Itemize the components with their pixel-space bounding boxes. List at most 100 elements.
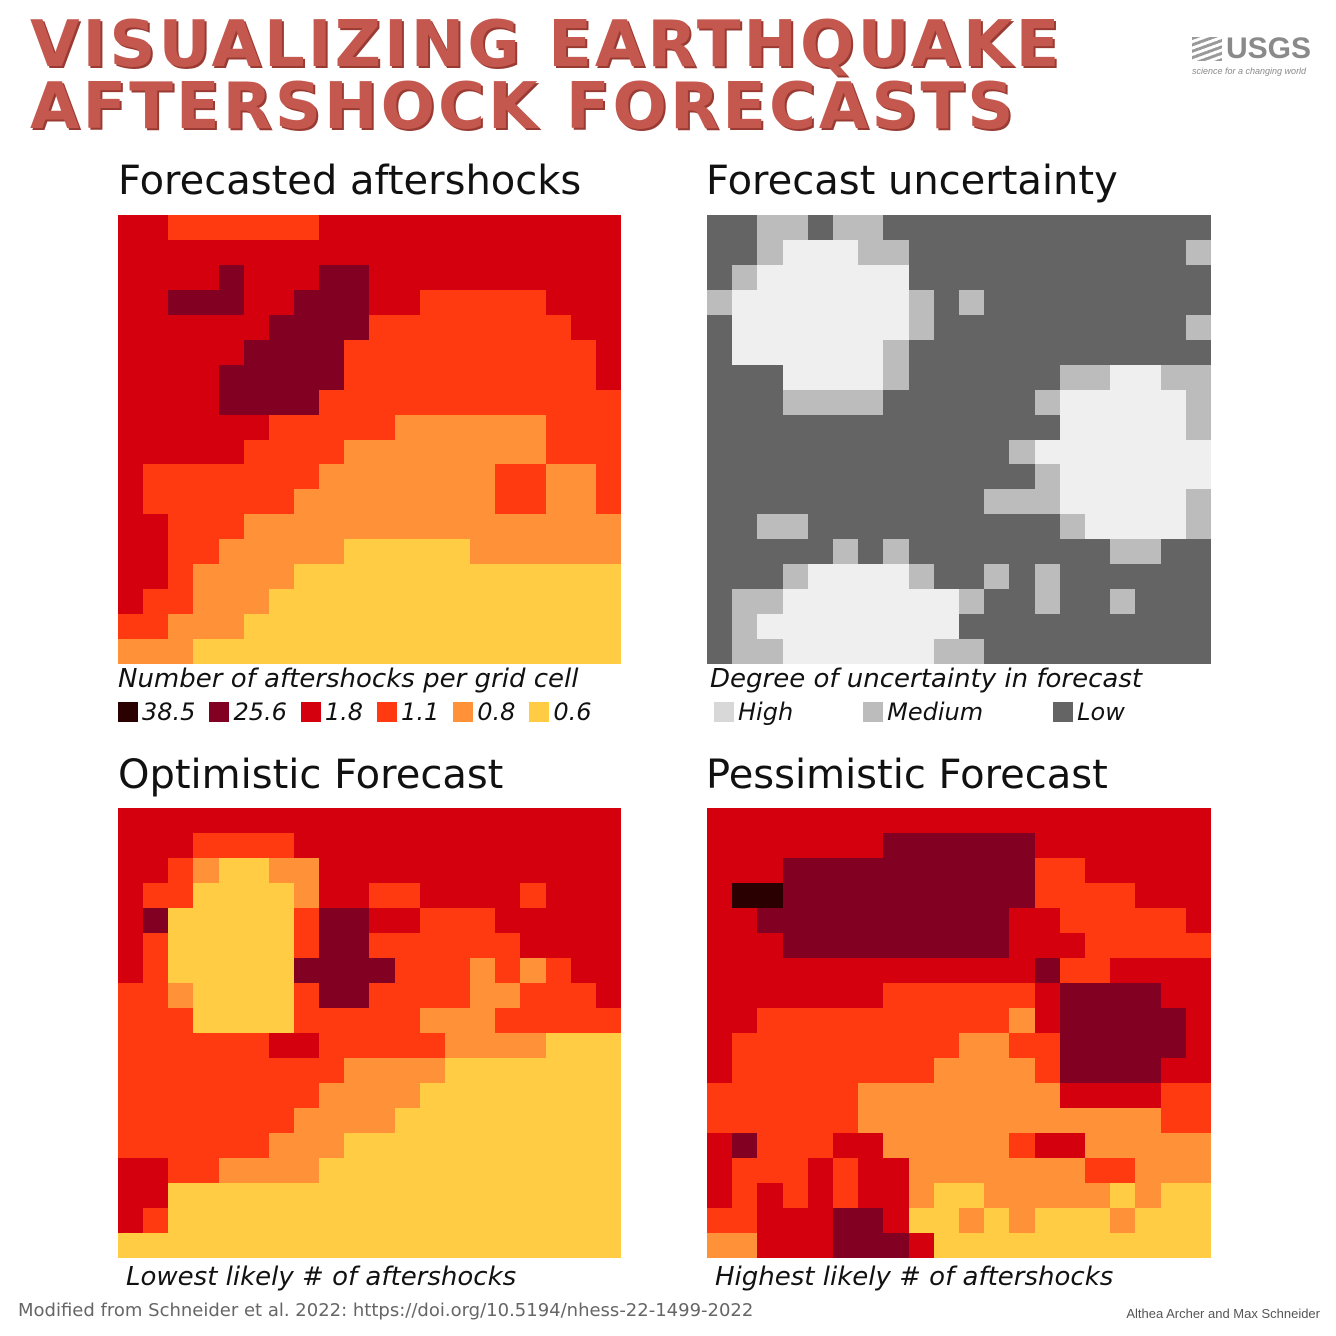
heatmap-cell bbox=[344, 389, 370, 415]
heatmap-cell bbox=[1059, 1108, 1085, 1133]
heatmap-cell bbox=[268, 464, 295, 490]
heatmap-cell bbox=[959, 439, 985, 465]
heatmap-cell bbox=[470, 314, 496, 340]
heatmap-cell bbox=[1185, 389, 1211, 415]
heatmap-cell bbox=[782, 589, 808, 615]
heatmap-cell bbox=[143, 439, 169, 465]
heatmap-cell bbox=[268, 364, 295, 390]
heatmap-cell bbox=[933, 215, 959, 240]
heatmap-cell bbox=[858, 239, 884, 265]
heatmap-cell bbox=[908, 858, 934, 883]
heatmap-cell bbox=[732, 858, 758, 883]
heatmap-cell bbox=[570, 883, 596, 908]
heatmap-cell bbox=[470, 908, 496, 933]
heatmap-cell bbox=[782, 1133, 808, 1158]
heatmap-cell bbox=[1009, 1233, 1035, 1258]
heatmap-cell bbox=[294, 439, 320, 465]
heatmap-cell bbox=[570, 808, 596, 833]
heatmap-cell bbox=[595, 364, 621, 390]
heatmap-cell bbox=[143, 858, 169, 883]
heatmap-cell bbox=[344, 589, 370, 615]
heatmap-cell bbox=[419, 1208, 445, 1233]
heatmap-cell bbox=[757, 314, 783, 340]
heatmap-cell bbox=[520, 489, 546, 515]
heatmap-cell bbox=[118, 1233, 144, 1258]
heatmap-cell bbox=[495, 464, 521, 490]
heatmap-cell bbox=[707, 564, 733, 590]
heatmap-cell bbox=[268, 1008, 295, 1033]
heatmap-cell bbox=[959, 1133, 985, 1158]
heatmap-cell bbox=[243, 464, 269, 490]
heatmap-cell bbox=[1009, 808, 1035, 833]
heatmap-cell bbox=[782, 464, 808, 490]
heatmap-cell bbox=[444, 389, 471, 415]
heatmap-cell bbox=[732, 1033, 758, 1058]
heatmap-cell bbox=[807, 489, 833, 515]
heatmap-cell bbox=[218, 1233, 244, 1258]
heatmap-cell bbox=[757, 1158, 783, 1183]
heatmap-cell bbox=[1160, 314, 1186, 340]
heatmap-cell bbox=[168, 883, 194, 908]
heatmap-cell bbox=[833, 1058, 859, 1083]
heatmap-cell bbox=[883, 289, 909, 315]
heatmap-cell bbox=[707, 264, 733, 290]
heatmap-cell bbox=[883, 833, 909, 858]
heatmap-cell bbox=[833, 908, 859, 933]
heatmap-cell bbox=[143, 614, 169, 640]
heatmap-cell bbox=[444, 1108, 471, 1133]
heatmap-cell bbox=[1009, 314, 1035, 340]
heatmap-cell bbox=[732, 1083, 758, 1108]
heatmap-cell bbox=[959, 1083, 985, 1108]
heatmap-cell bbox=[732, 514, 758, 540]
usgs-logo-word: USGS bbox=[1192, 34, 1322, 64]
heatmap-cell bbox=[319, 958, 345, 983]
heatmap-cell bbox=[344, 833, 370, 858]
heatmap-cell bbox=[1034, 1058, 1060, 1083]
heatmap-cell bbox=[243, 1133, 269, 1158]
heatmap-cell bbox=[545, 389, 571, 415]
heatmap-cell bbox=[1160, 1183, 1186, 1208]
heatmap-cell bbox=[218, 1033, 244, 1058]
heatmap-cell bbox=[1034, 364, 1060, 390]
heatmap-cell bbox=[757, 464, 783, 490]
heatmap-cell bbox=[1009, 464, 1035, 490]
heatmap-cell bbox=[344, 1133, 370, 1158]
heatmap-cell bbox=[1009, 858, 1035, 883]
heatmap-cell bbox=[732, 639, 758, 664]
heatmap-cell bbox=[933, 564, 959, 590]
heatmap-cell bbox=[757, 564, 783, 590]
heatmap-cell bbox=[243, 215, 269, 240]
heatmap-cell bbox=[168, 239, 194, 265]
heatmap-cell bbox=[1009, 239, 1035, 265]
heatmap-cell bbox=[1034, 983, 1060, 1008]
heatmap-cell bbox=[419, 215, 445, 240]
heatmap-cell bbox=[118, 933, 144, 958]
heatmap-cell bbox=[732, 464, 758, 490]
heatmap-cell bbox=[883, 439, 909, 465]
heatmap-cell bbox=[833, 858, 859, 883]
heatmap-cell bbox=[1059, 1133, 1085, 1158]
heatmap-cell bbox=[782, 1008, 808, 1033]
heatmap-cell bbox=[807, 958, 833, 983]
heatmap-cell bbox=[1160, 1033, 1186, 1058]
heatmap-cell bbox=[268, 339, 295, 365]
heatmap-cell bbox=[319, 439, 345, 465]
heatmap-cell bbox=[344, 414, 370, 440]
heatmap-cell bbox=[1059, 589, 1085, 615]
heatmap-cell bbox=[984, 1033, 1010, 1058]
heatmap-cell bbox=[495, 1083, 521, 1108]
heatmap-cell bbox=[1185, 1133, 1211, 1158]
heatmap-cell bbox=[268, 439, 295, 465]
heatmap-cell bbox=[1085, 314, 1111, 340]
heatmap-cell bbox=[268, 833, 295, 858]
heatmap-cell bbox=[858, 364, 884, 390]
heatmap-cell bbox=[1135, 908, 1161, 933]
heatmap-cell bbox=[143, 933, 169, 958]
heatmap-cell bbox=[833, 1033, 859, 1058]
heatmap-cell bbox=[143, 1083, 169, 1108]
heatmap-cell bbox=[1110, 1008, 1136, 1033]
legend-label: High bbox=[738, 698, 794, 726]
heatmap-cell bbox=[444, 489, 471, 515]
heatmap-cell bbox=[833, 564, 859, 590]
heatmap-cell bbox=[1009, 1133, 1035, 1158]
